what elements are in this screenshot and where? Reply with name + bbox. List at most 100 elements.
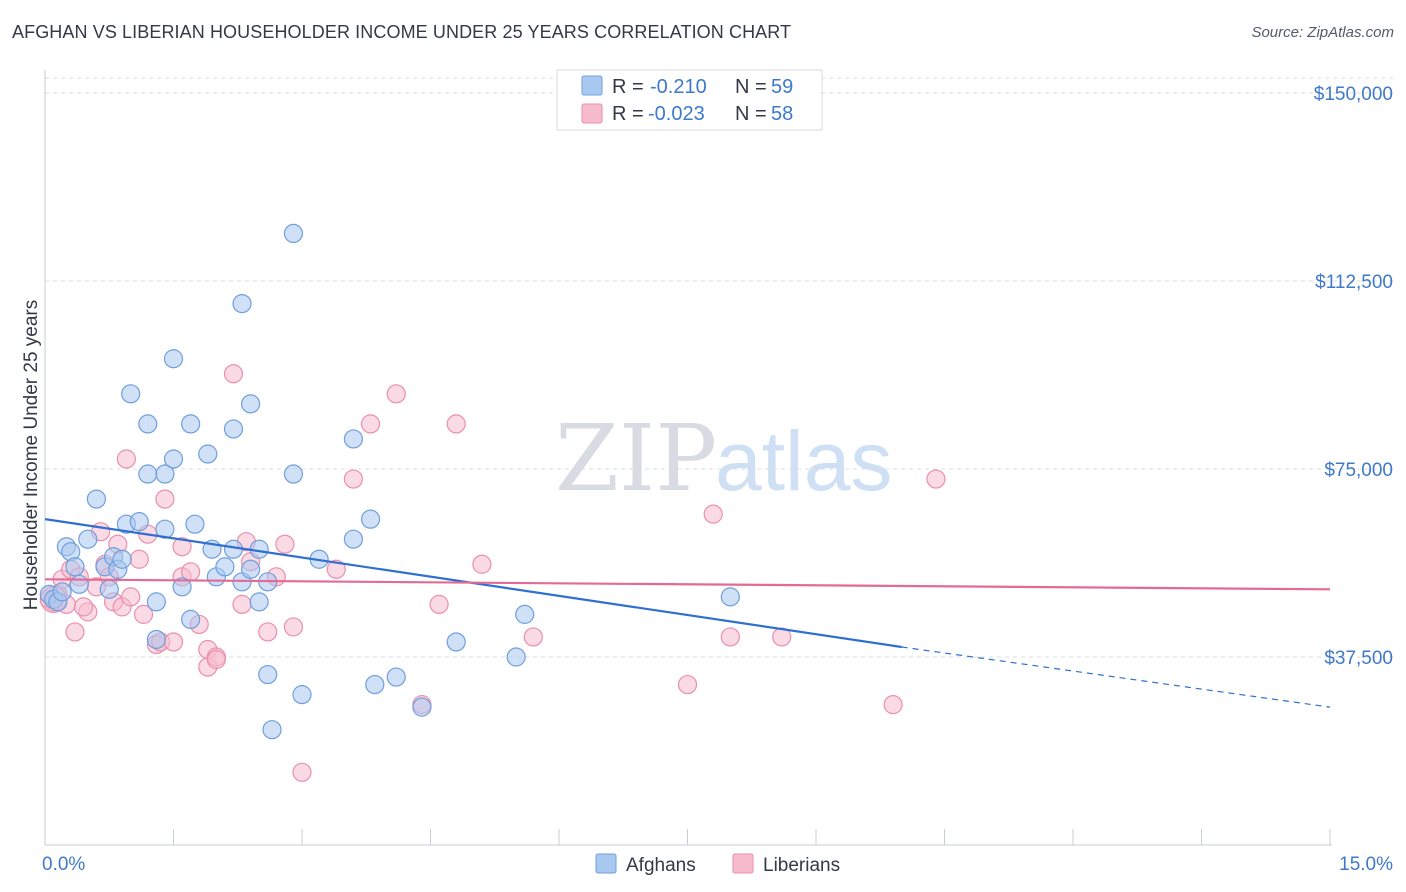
legend-n-label-afghans: N = [735, 76, 767, 98]
liberians-point [772, 627, 792, 647]
liberians-point [206, 649, 226, 670]
liberians-point [258, 622, 278, 642]
liberians-point [720, 627, 740, 647]
afghans-point [506, 647, 526, 667]
liberians-point [121, 587, 141, 607]
afghans-point [215, 557, 235, 577]
afghans-point [292, 685, 312, 705]
afghans-point [720, 587, 740, 607]
afghans-point [258, 664, 278, 685]
liberians-point [155, 489, 175, 509]
y-axis-title: Householder Income Under 25 years [21, 300, 42, 611]
afghans-trend-extension [901, 646, 1331, 708]
liberians-point [883, 695, 903, 715]
afghans-point [146, 592, 166, 612]
afghans-point [283, 223, 304, 244]
afghans-point [138, 414, 158, 434]
liberians-point [446, 414, 466, 434]
legend-r-value-liberians: -0.023 [648, 103, 705, 125]
afghans-point [185, 514, 205, 534]
afghans-point [515, 604, 535, 624]
liberians-point [472, 554, 492, 574]
afghans-point [172, 577, 192, 597]
trend-lines [44, 518, 1331, 708]
liberians-trend-line [44, 578, 1331, 591]
afghans-point [155, 519, 175, 539]
chart-source: Source: ZipAtlas.com [1251, 24, 1394, 41]
watermark-zip: ZIP [555, 405, 717, 512]
x-tick-label-min: 0.0% [42, 854, 85, 875]
y-tick-label: $75,000 [1324, 460, 1393, 481]
legend-n-label-liberians: N = [735, 103, 767, 125]
afghans-point [155, 464, 175, 484]
liberians-point [429, 594, 449, 614]
liberians-point [343, 469, 363, 489]
afghans-point [223, 419, 244, 439]
afghans-point [283, 464, 304, 484]
axes [44, 70, 1332, 846]
legend-n-value-liberians: 58 [771, 103, 793, 125]
afghans-point [343, 429, 363, 449]
afghans-point [65, 557, 85, 577]
afghans-point [112, 549, 132, 569]
afghans-point [412, 697, 432, 717]
liberians-point [223, 364, 244, 384]
bottom-legend-swatch-liberians [732, 853, 754, 874]
afghans-point [249, 592, 269, 612]
liberians-point [129, 549, 149, 569]
afghans-point [241, 394, 261, 414]
afghans-point [129, 512, 149, 532]
liberians-point [73, 597, 94, 617]
liberians-point [926, 469, 946, 489]
liberians-point [65, 622, 85, 642]
liberians-point [283, 617, 304, 637]
liberians-point [172, 537, 192, 557]
afghans-point [69, 574, 89, 594]
liberians-point [326, 559, 346, 579]
bottom-legend: Afghans Liberians [595, 853, 840, 876]
afghans-point [386, 667, 406, 687]
y-tick-label: $150,000 [1314, 84, 1393, 105]
liberians-point [133, 604, 154, 624]
liberians-point [163, 632, 184, 652]
bottom-legend-label-liberians: Liberians [763, 855, 840, 876]
afghans-point [121, 384, 141, 404]
x-ticks [44, 829, 1331, 845]
watermark: ZIP atlas [555, 405, 892, 512]
afghans-point [78, 529, 98, 549]
afghans-point [360, 509, 381, 529]
top-legend: R = -0.210 N = 59 R = -0.023 N = 58 [556, 69, 823, 131]
x-tick-label-max: 15.0% [1339, 854, 1393, 875]
liberians-point [360, 414, 381, 434]
afghans-point [163, 449, 184, 469]
legend-swatch-afghans [581, 75, 603, 96]
afghans-point [181, 609, 201, 630]
y-tick-labels: $37,500 $75,000 $112,500 $150,000 [1314, 84, 1393, 669]
liberians-point [703, 504, 723, 524]
afghans-points [39, 223, 740, 740]
y-tick-label: $37,500 [1324, 648, 1393, 669]
afghans-point [262, 720, 282, 740]
liberians-point [677, 674, 698, 695]
afghans-point [232, 293, 252, 314]
legend-swatch-liberians [581, 103, 603, 124]
liberians-point [275, 534, 295, 554]
bottom-legend-swatch-afghans [595, 853, 617, 874]
afghans-point [52, 582, 72, 602]
afghans-point [446, 632, 466, 652]
afghans-point [146, 629, 166, 650]
liberians-point [116, 449, 136, 469]
afghans-point [181, 414, 201, 434]
legend-r-label-afghans: R = [612, 76, 644, 98]
afghans-point [86, 489, 107, 509]
liberians-point [292, 762, 312, 782]
afghans-point [99, 579, 119, 599]
afghans-point [241, 559, 261, 579]
afghans-point [343, 529, 363, 549]
afghans-point [163, 349, 184, 369]
afghans-point [365, 674, 385, 695]
chart-title: AFGHAN VS LIBERIAN HOUSEHOLDER INCOME UN… [12, 22, 792, 42]
y-tick-label: $112,500 [1315, 272, 1393, 293]
legend-r-label-liberians: R = [612, 103, 644, 125]
